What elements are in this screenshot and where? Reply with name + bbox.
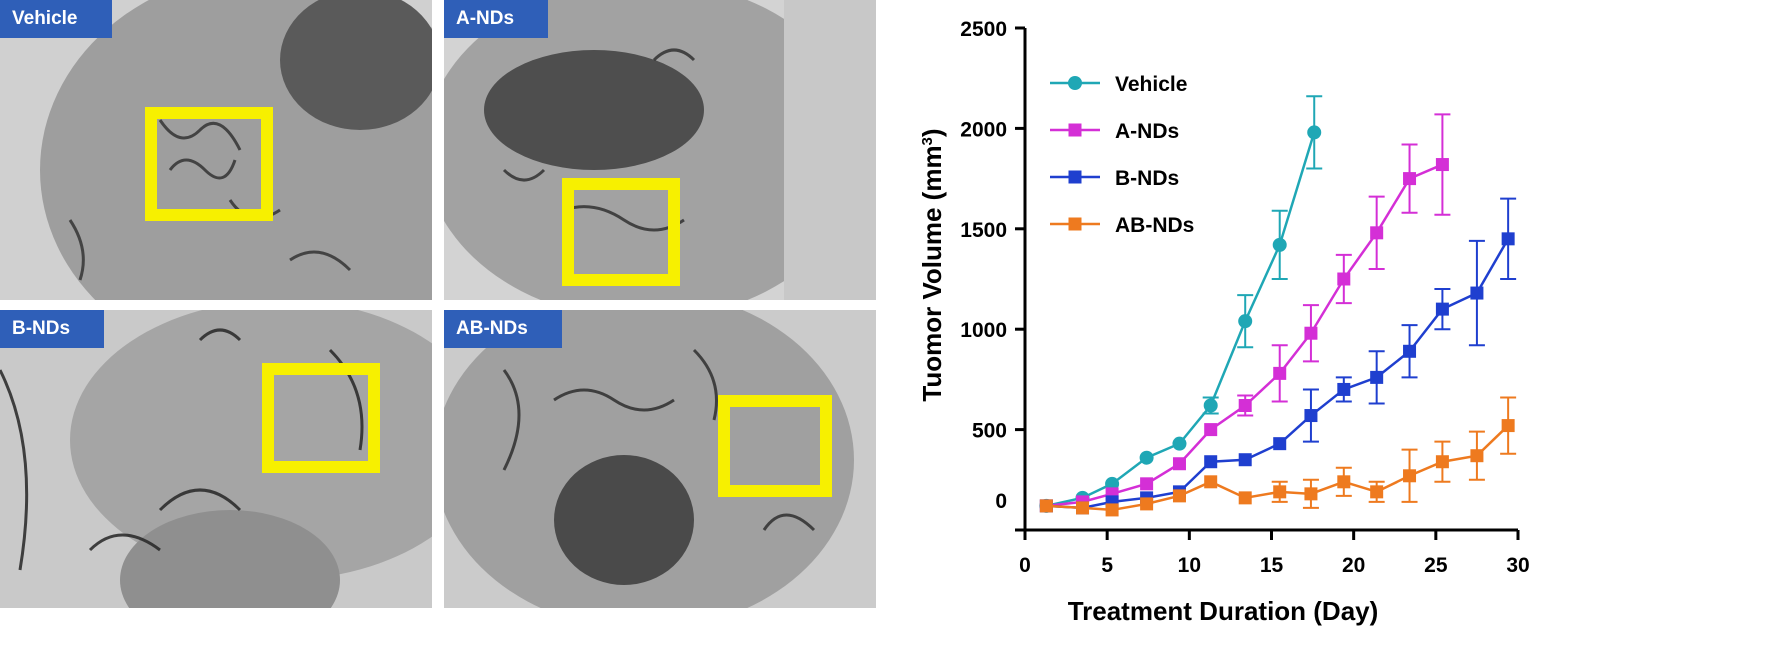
x-tick-label: 0 <box>1019 554 1031 577</box>
data-point <box>1501 419 1515 433</box>
panel-label-ab-nds: AB-NDs <box>444 310 562 348</box>
roi-box-a-nds <box>562 178 680 286</box>
x-axis-label: Treatment Duration (Day) <box>1068 596 1379 626</box>
legend-marker <box>1068 76 1082 90</box>
x-tick-label: 5 <box>1101 554 1113 577</box>
panel-label-a-nds: A-NDs <box>444 0 549 38</box>
y-tick-label: 0 <box>995 490 1007 513</box>
y-tick-label: 2500 <box>960 18 1007 41</box>
y-tick-label: 500 <box>972 420 1007 443</box>
legend-label: A-NDs <box>1115 120 1179 143</box>
y-tick-label: 1500 <box>960 219 1007 242</box>
series-ab-nds <box>1039 396 1517 517</box>
data-point <box>1370 485 1384 499</box>
image-panel-vehicle: Vehicle <box>0 0 432 300</box>
data-point <box>1370 226 1384 240</box>
data-point <box>1501 232 1515 246</box>
data-point <box>1172 489 1186 503</box>
data-point <box>1238 399 1252 413</box>
data-point <box>1273 437 1287 451</box>
legend-marker <box>1068 170 1082 184</box>
data-point <box>1204 475 1218 489</box>
y-tick-label: 1000 <box>960 319 1007 342</box>
legend-item: AB-NDs <box>1050 214 1194 237</box>
x-tick-label: 30 <box>1506 554 1529 577</box>
data-point <box>1435 455 1449 469</box>
legend-label: AB-NDs <box>1115 214 1194 237</box>
data-point <box>1238 453 1252 467</box>
x-tick-label: 10 <box>1178 554 1201 577</box>
legend-item: B-NDs <box>1050 167 1179 190</box>
data-point <box>1204 455 1218 469</box>
series-vehicle <box>1039 95 1323 513</box>
data-point <box>1403 344 1417 358</box>
data-point <box>1435 158 1449 172</box>
data-point <box>1470 449 1484 463</box>
data-point <box>1337 475 1351 489</box>
panel-label-b-nds: B-NDs <box>0 310 105 348</box>
data-point <box>1403 172 1417 186</box>
micrograph-b-nds <box>0 310 432 608</box>
y-tick-label: 2000 <box>960 118 1007 141</box>
data-point <box>1273 485 1287 499</box>
x-tick-label: 20 <box>1342 554 1365 577</box>
chart-legend: Vehicle A-NDs B-NDs AB-NDs <box>1050 73 1194 237</box>
y-axis-label: Tuomor Volume (mm3) <box>917 128 947 401</box>
image-panel-b-nds: B-NDs <box>0 310 432 608</box>
data-point <box>1337 382 1351 396</box>
data-point <box>1337 272 1351 286</box>
y-axis-label-main: Tuomor Volume (mm <box>917 145 947 401</box>
data-point <box>1203 398 1218 413</box>
data-point <box>1039 499 1053 513</box>
data-point <box>1238 314 1253 329</box>
data-point <box>1076 501 1090 515</box>
legend-label: Vehicle <box>1115 73 1187 96</box>
x-tick-label: 25 <box>1424 554 1448 577</box>
data-point <box>1140 497 1154 511</box>
data-point <box>1139 450 1154 465</box>
data-point <box>1204 423 1218 437</box>
micrograph-ab-nds <box>444 310 876 608</box>
legend-label: B-NDs <box>1115 167 1179 190</box>
data-point <box>1105 476 1120 491</box>
data-point <box>1304 487 1318 501</box>
data-point <box>1370 370 1384 384</box>
legend-marker <box>1068 217 1082 231</box>
data-point <box>1172 457 1186 471</box>
tumor-volume-chart: 0 500 1000 1500 2000 2500 0 5 10 15 20 25 30 Vehicle… <box>917 18 1530 626</box>
micrograph-vehicle <box>0 0 432 300</box>
y-axis-label-end: ) <box>917 128 947 137</box>
data-point <box>1172 436 1187 451</box>
data-point <box>1470 286 1484 300</box>
data-point <box>1307 125 1322 140</box>
data-point <box>1140 477 1154 491</box>
image-panel-a-nds: A-NDs <box>444 0 876 300</box>
data-point <box>1403 469 1417 483</box>
data-point <box>1238 491 1252 505</box>
micrograph-a-nds <box>444 0 876 300</box>
image-panel-ab-nds: AB-NDs <box>444 310 876 608</box>
data-point <box>1105 503 1119 517</box>
data-point <box>1304 409 1318 423</box>
data-point <box>1272 237 1287 252</box>
data-point <box>1273 366 1287 380</box>
panel-label-vehicle: Vehicle <box>0 0 112 38</box>
data-point <box>1435 302 1449 316</box>
y-axis-label-sup: 3 <box>919 137 936 145</box>
chart-series-layer <box>1039 95 1517 517</box>
roi-box-b-nds <box>262 363 380 473</box>
legend-marker <box>1068 123 1082 137</box>
roi-box-vehicle <box>145 107 273 221</box>
x-tick-label: 15 <box>1260 554 1284 577</box>
chart-axes: 0 500 1000 1500 2000 2500 0 5 10 15 20 25 30 <box>960 18 1529 577</box>
legend-item: Vehicle <box>1050 73 1187 96</box>
data-point <box>1304 326 1318 340</box>
roi-box-ab-nds <box>718 395 832 497</box>
legend-item: A-NDs <box>1050 120 1179 143</box>
